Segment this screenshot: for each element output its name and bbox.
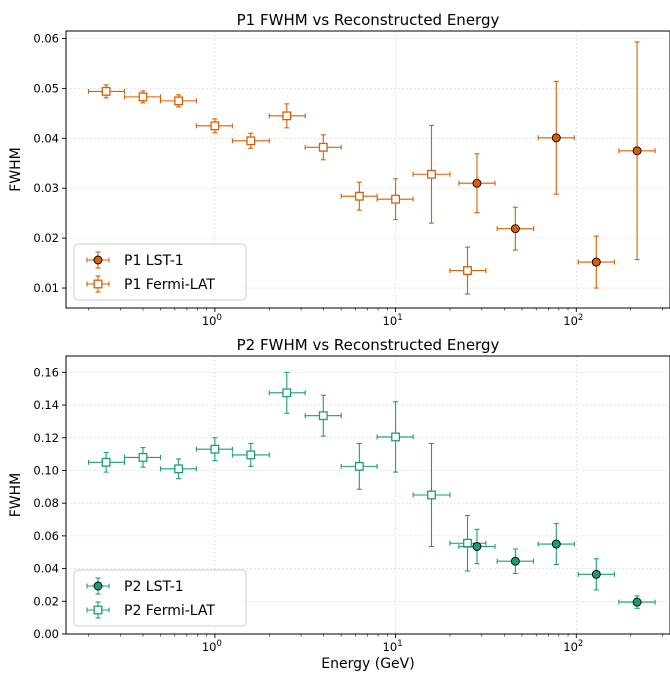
x-tick-label-exponent: 1	[397, 639, 402, 649]
x-tick-label-base: 10	[563, 640, 578, 654]
p1-axes-frame	[65, 30, 670, 309]
data-point-square	[354, 461, 364, 471]
legend-marker-square	[93, 279, 103, 289]
p2-legend: P2 LST-1 P2 Fermi-LAT	[73, 569, 247, 627]
legend-item: P2 LST-1	[86, 577, 184, 595]
y-tick-label: 0.06	[33, 31, 59, 45]
p1-legend: P1 LST-1 P1 Fermi-LAT	[73, 243, 247, 301]
data-point-square	[174, 464, 184, 474]
data-point-circle	[591, 257, 601, 267]
data-point-circle	[551, 133, 561, 143]
legend-marker-circle	[93, 581, 103, 591]
legend-label: P2 Fermi-LAT	[124, 603, 215, 619]
legend-item: P1 Fermi-LAT	[86, 275, 215, 293]
data-point-square	[282, 111, 292, 121]
data-point-circle	[632, 597, 642, 607]
y-tick-label: 0.08	[33, 496, 59, 510]
data-point-square	[318, 142, 328, 152]
x-tick-label: 101	[383, 313, 403, 328]
data-point-square	[138, 452, 148, 462]
series-p2-fermi-lat	[88, 371, 487, 572]
x-tick-label-base: 10	[563, 314, 578, 328]
x-tick-label-exponent: 0	[216, 313, 221, 323]
data-point-square	[318, 411, 328, 421]
x-tick-label: 100	[202, 313, 222, 328]
legend-label: P1 Fermi-LAT	[124, 277, 215, 293]
data-point-square	[463, 266, 472, 276]
legend-frame	[73, 569, 247, 627]
x-tick-label-base: 10	[202, 314, 217, 328]
p2-data-marks	[88, 371, 656, 609]
p2-axes-frame	[65, 355, 670, 635]
x-tick-label: 102	[563, 313, 583, 328]
y-tick-label: 0.04	[33, 562, 59, 576]
data-point-square	[210, 121, 220, 131]
legend-marker-square	[93, 605, 103, 615]
data-point-square	[246, 136, 256, 146]
data-point-square	[101, 457, 111, 467]
x-tick-label: 100	[202, 639, 222, 654]
y-tick-label: 0.02	[33, 594, 59, 608]
x-tick-label-exponent: 2	[578, 313, 583, 323]
p1-title: P1 FWHM vs Reconstructed Energy	[237, 11, 500, 29]
data-point-circle	[472, 542, 482, 551]
data-point-square	[427, 490, 436, 500]
series-p2-lst-1	[458, 523, 656, 609]
data-point-circle	[551, 539, 561, 549]
data-point-square	[138, 92, 148, 102]
data-point-circle	[632, 146, 642, 156]
data-point-square	[463, 538, 472, 548]
series-p1-lst-1	[458, 41, 656, 289]
x-tick-label-base: 10	[383, 314, 398, 328]
y-tick-label: 0.10	[33, 463, 59, 477]
data-point-square	[101, 86, 111, 96]
y-tick-label: 0.14	[33, 398, 59, 412]
legend-item: P1 LST-1	[86, 251, 184, 269]
x-tick-label-exponent: 2	[578, 639, 583, 649]
x-tick-label-exponent: 1	[397, 313, 402, 323]
y-tick-label: 0.03	[33, 181, 59, 195]
legend-frame	[73, 243, 247, 301]
p1-data-marks	[88, 41, 656, 295]
data-point-square	[246, 450, 256, 460]
y-tick-label: 0.16	[33, 365, 59, 379]
data-point-square	[282, 388, 292, 398]
y-tick-label: 0.02	[33, 231, 59, 245]
data-point-circle	[510, 556, 520, 566]
p2-panel: P2 FWHM vs Reconstructed Energy FWHM Ene…	[8, 336, 670, 672]
legend-label: P1 LST-1	[124, 253, 184, 269]
x-tick-label: 101	[383, 639, 403, 654]
y-tick-label: 0.04	[33, 131, 59, 145]
p2-x-axis-label: Energy (GeV)	[321, 656, 414, 672]
data-point-square	[174, 96, 184, 106]
y-tick-label: 0.00	[33, 627, 59, 641]
legend-marker-circle	[93, 255, 103, 265]
p1-panel: P1 FWHM vs Reconstructed Energy FWHM 0.0…	[8, 11, 670, 328]
data-point-square	[391, 432, 401, 442]
data-point-square	[427, 169, 436, 179]
data-point-circle	[472, 178, 482, 188]
data-point-circle	[510, 224, 520, 234]
data-point-square	[354, 191, 364, 201]
x-tick-label-exponent: 0	[216, 639, 221, 649]
x-tick-label: 102	[563, 639, 583, 654]
legend-label: P2 LST-1	[124, 579, 184, 595]
x-tick-label-base: 10	[383, 640, 398, 654]
y-tick-label: 0.12	[33, 431, 59, 445]
data-point-circle	[591, 569, 601, 579]
y-tick-label: 0.06	[33, 529, 59, 543]
data-point-square	[210, 444, 220, 454]
y-tick-label: 0.05	[33, 81, 59, 95]
p2-title: P2 FWHM vs Reconstructed Energy	[237, 336, 500, 354]
series-p1-fermi-lat	[88, 84, 487, 295]
x-tick-label-base: 10	[202, 640, 217, 654]
data-point-square	[391, 194, 401, 204]
p2-y-axis-label: FWHM	[8, 473, 24, 518]
p1-y-axis-label: FWHM	[8, 147, 24, 192]
y-tick-label: 0.01	[33, 281, 59, 295]
legend-item: P2 Fermi-LAT	[86, 601, 215, 619]
